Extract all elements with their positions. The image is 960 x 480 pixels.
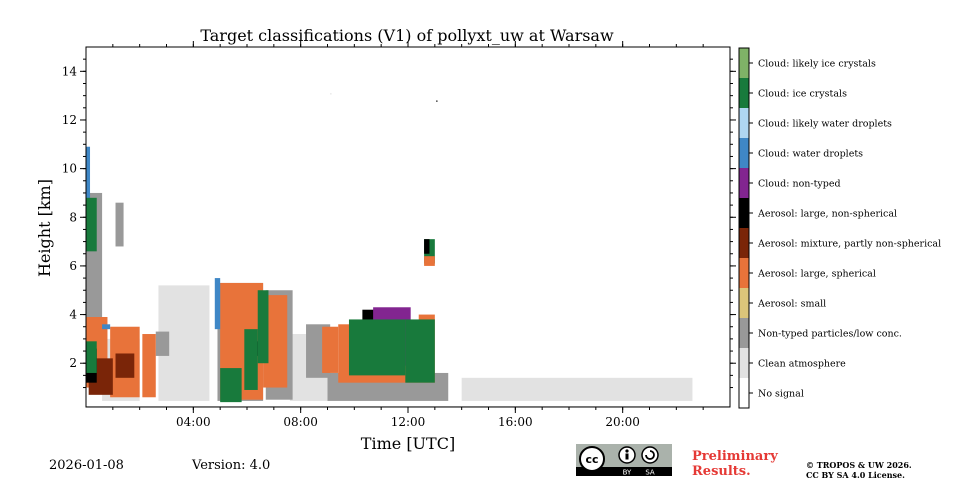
heatmap-region-28 (86, 197, 97, 252)
colorbar-label: Aerosol: large, spherical (757, 269, 876, 280)
heatmap-region-31 (257, 290, 269, 364)
heatmap-region-39 (330, 93, 332, 95)
colorbar-swatch (739, 78, 749, 108)
heatmap-region-33 (348, 319, 406, 376)
y-axis-label: Height [km] (35, 179, 54, 277)
y-tick-label: 6 (69, 259, 77, 273)
heatmap-cells (86, 93, 730, 407)
colorbar-swatch (739, 108, 749, 138)
x-tick-label: 20:00 (605, 415, 640, 429)
chart-title: Target classifications (V1) of pollyxt_u… (200, 26, 614, 45)
colorbar-label: Cloud: water droplets (758, 149, 863, 160)
y-tick-label: 8 (69, 210, 77, 224)
colorbar-swatch (739, 288, 749, 318)
colorbar-swatch (739, 258, 749, 288)
colorbar-swatch (739, 378, 749, 408)
colorbar-swatch (739, 348, 749, 378)
colorbar-swatch (739, 318, 749, 348)
heatmap-region-29 (86, 341, 97, 373)
heatmap-region-27 (214, 278, 221, 330)
copyright-line-1: © TROPOS & UW 2026. (806, 460, 912, 470)
x-axis-label: Time [UTC] (361, 434, 455, 453)
heatmap-region-40 (436, 100, 438, 102)
heatmap-region-7 (155, 331, 170, 356)
by-label: BY (623, 469, 632, 477)
footer-date: 2026-01-08 (49, 458, 124, 473)
heatmap-region-37 (424, 256, 435, 266)
y-tick-label: 2 (69, 356, 77, 370)
cc-icon-text: cc (585, 453, 598, 466)
heatmap-region-32 (244, 329, 258, 390)
cc-icon (579, 446, 605, 472)
colorbar-swatch (739, 198, 749, 228)
colorbar-label: Aerosol: mixture, partly non-spherical (757, 239, 941, 250)
heatmap-region-30 (220, 368, 242, 403)
colorbar-label: Aerosol: large, non-spherical (757, 209, 897, 220)
footer-version: Version: 4.0 (192, 458, 271, 473)
colorbar-label: Cloud: non-typed (758, 179, 841, 190)
heatmap-region-38 (102, 324, 111, 330)
colorbar-swatch (739, 48, 749, 78)
x-tick-label: 08:00 (283, 415, 318, 429)
colorbar-swatch (739, 168, 749, 198)
sa-label: SA (645, 469, 655, 477)
colorbar-label: No signal (758, 389, 804, 400)
heatmap-region-36 (424, 239, 430, 254)
y-tick-label: 4 (69, 308, 77, 322)
colorbar-label: Cloud: ice crystals (758, 89, 847, 100)
colorbar-legend: Cloud: likely ice crystals Cloud: ice cry… (738, 47, 941, 409)
heatmap-region-26 (86, 146, 91, 227)
colorbar-label: Cloud: likely ice crystals (758, 59, 876, 70)
colorbar-swatch (739, 228, 749, 258)
heatmap-region-21 (115, 353, 135, 378)
copyright-line-2: CC BY SA 4.0 License. (806, 470, 905, 480)
preliminary-notice: Preliminary Results. (692, 449, 778, 479)
colorbar-label: Clean atmosphere (758, 359, 846, 370)
heatmap-region-1 (461, 377, 693, 401)
heatmap-region-34 (405, 319, 435, 383)
y-tick-label: 10 (62, 162, 77, 176)
x-tick-label: 12:00 (391, 415, 426, 429)
heatmap-region-17 (322, 326, 339, 373)
x-tick-label: 16:00 (498, 415, 533, 429)
y-tick-label: 12 (62, 113, 77, 127)
x-tick-label: 04:00 (176, 415, 211, 429)
heatmap-region-6 (115, 202, 124, 247)
preliminary-line-1: Preliminary (692, 449, 778, 464)
preliminary-line-2: Results. (692, 464, 751, 479)
colorbar-label: Cloud: likely water droplets (758, 119, 892, 130)
colorbar-label: Non-typed particles/low conc. (758, 329, 902, 340)
copyright-notice: © TROPOS & UW 2026. CC BY SA 4.0 License… (806, 460, 912, 480)
y-tick-label: 14 (62, 64, 78, 78)
share-alike-icon (641, 446, 659, 464)
heatmap-region-14 (142, 334, 156, 398)
y-axis: 2 4 6 8 10 12 14 (62, 58, 736, 389)
colorbar-frame (738, 47, 750, 409)
colorbar-label: Aerosol: small (757, 299, 826, 310)
colorbar-swatch (739, 138, 749, 168)
cc-license-badge: cc BY SA (576, 444, 672, 476)
x-axis: 04:00 08:00 12:00 16:00 20:00 (112, 41, 704, 429)
